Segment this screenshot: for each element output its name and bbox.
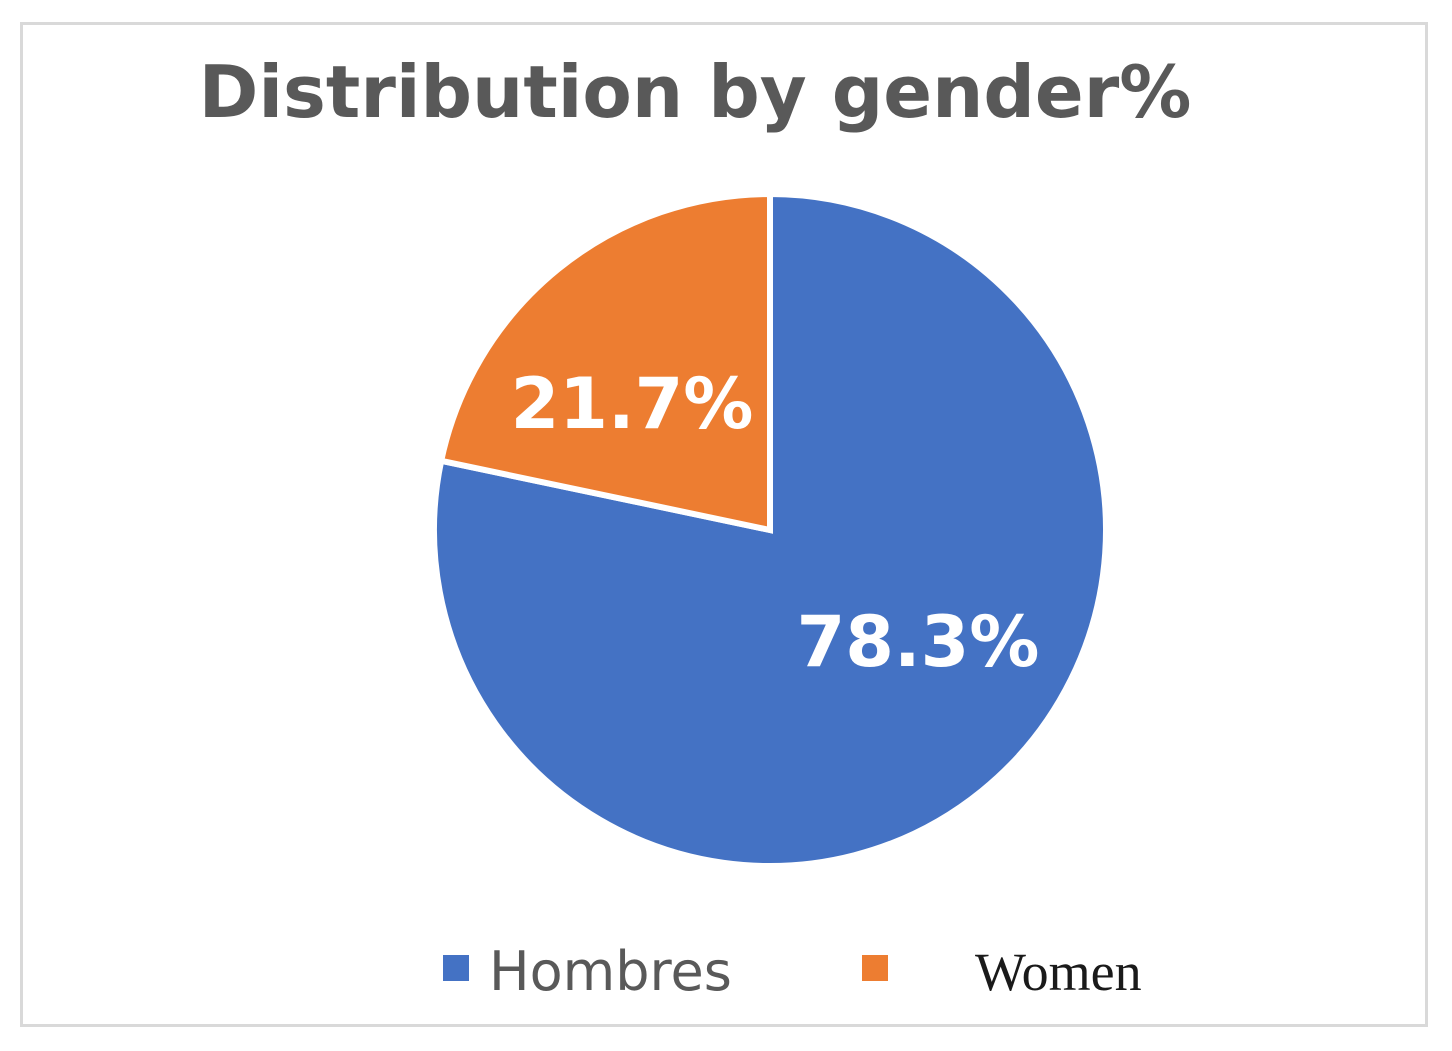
legend: Hombres Women — [443, 940, 1142, 1003]
legend-swatch-hombres — [443, 955, 469, 981]
pie-slice-women — [437, 190, 773, 534]
pie-slices — [431, 190, 1109, 869]
legend-swatch-women — [862, 955, 888, 981]
legend-label-women: Women — [975, 942, 1142, 1002]
data-label-women: 21.7% — [511, 363, 754, 445]
legend-label-hombres: Hombres — [489, 940, 732, 1003]
chart-title: Distribution by gender% — [199, 50, 1192, 134]
pie-data-labels: 78.3% 21.7% — [511, 363, 1040, 683]
data-label-hombres: 78.3% — [797, 601, 1040, 683]
